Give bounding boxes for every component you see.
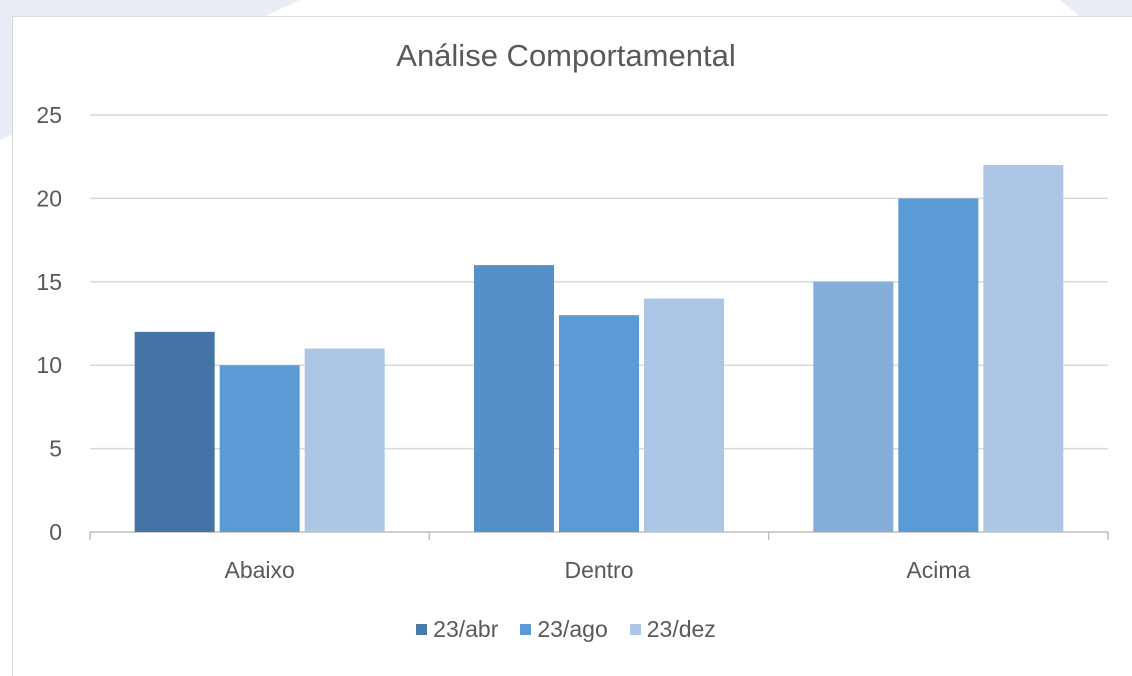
bar-23-abr-acima — [813, 281, 894, 532]
legend-swatch — [629, 624, 641, 635]
x-category-label: Acima — [906, 557, 970, 583]
y-tick-label: 15 — [36, 269, 62, 295]
legend-item: 23/abr — [416, 616, 498, 643]
bar-23-abr-abaixo — [134, 331, 215, 532]
legend-label: 23/ago — [537, 616, 608, 642]
legend-label: 23/dez — [646, 616, 716, 642]
legend-swatch — [520, 624, 532, 635]
bar-23-abr-dentro — [474, 265, 554, 532]
x-category-label: Dentro — [564, 557, 633, 583]
bar-23-dez-acima — [983, 165, 1064, 533]
y-tick-label: 5 — [49, 436, 62, 462]
bar-23-ago-abaixo — [219, 365, 300, 532]
y-tick-label: 25 — [36, 102, 62, 128]
bar-23-ago-acima — [898, 198, 979, 532]
legend-item: 23/ago — [520, 616, 608, 643]
bar-23-dez-abaixo — [304, 348, 385, 532]
bar-23-ago-dentro — [559, 315, 639, 532]
legend-item: 23/dez — [629, 616, 716, 643]
y-tick-label: 10 — [36, 352, 62, 378]
chart-title: Análise Comportamental — [396, 38, 736, 73]
bar-23-dez-dentro — [644, 298, 724, 532]
y-tick-label: 0 — [49, 519, 62, 545]
legend-swatch — [416, 624, 428, 635]
y-tick-label: 20 — [36, 185, 62, 211]
chart-legend: 23/abr 23/ago 23/dez — [0, 616, 1132, 643]
legend-label: 23/abr — [433, 616, 499, 642]
x-category-label: Abaixo — [225, 557, 295, 583]
